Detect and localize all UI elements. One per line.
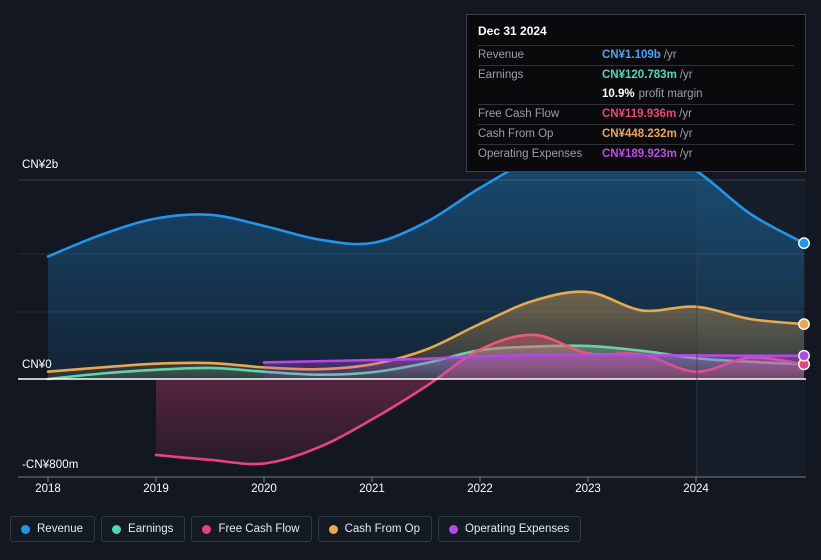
- x-axis-tick-2022: 2022: [467, 483, 493, 495]
- endpoint-marker-operating-expenses: [798, 349, 810, 362]
- tooltip-row: 10.9% profit margin: [478, 85, 794, 104]
- tooltip-row-key: Revenue: [478, 49, 525, 61]
- tooltip-row: Operating Expenses CN¥189.923m/yr: [478, 144, 794, 164]
- legend-item-label: Free Cash Flow: [218, 523, 300, 535]
- tooltip-row: Cash From Op CN¥448.232m/yr: [478, 124, 794, 144]
- tooltip-row-unit: /yr: [679, 128, 693, 140]
- y-axis-label-zero: CN¥0: [22, 359, 52, 371]
- tooltip-row-unit: /yr: [679, 108, 692, 120]
- y-axis-label-bottom: -CN¥800m: [22, 459, 79, 471]
- legend-color-dot-icon: [112, 524, 122, 534]
- legend-item-free-cash-flow[interactable]: Free Cash Flow: [191, 516, 312, 542]
- legend-color-dot-icon: [202, 524, 212, 534]
- data-tooltip: Dec 31 2024 Revenue CN¥1.109b/yr Earnings C…: [466, 14, 806, 172]
- legend-item-label: Operating Expenses: [465, 523, 570, 535]
- tooltip-row-subtext: profit margin: [638, 88, 703, 100]
- x-axis-tick-2021: 2021: [359, 483, 385, 495]
- tooltip-row-key: Cash From Op: [478, 128, 554, 140]
- legend-item-operating-expenses[interactable]: Operating Expenses: [438, 516, 582, 542]
- legend-item-label: Earnings: [128, 523, 174, 535]
- tooltip-rows: Revenue CN¥1.109b/yr Earnings CN¥120.783m/y…: [478, 45, 794, 164]
- legend-item-label: Cash From Op: [344, 523, 421, 535]
- x-axis-tick-2024: 2024: [683, 483, 709, 495]
- tooltip-row-key: Operating Expenses: [478, 148, 583, 160]
- legend-item-label: Revenue: [37, 523, 84, 535]
- tooltip-row-value: CN¥448.232m: [602, 128, 677, 140]
- tooltip-row-unit: /yr: [663, 49, 677, 61]
- tooltip-row-unit: /yr: [679, 69, 693, 81]
- series-line-cash-from-op: [46, 290, 806, 373]
- legend-item-earnings[interactable]: Earnings: [101, 516, 186, 542]
- tooltip-row-value: CN¥1.109b: [602, 49, 661, 61]
- chart-legend[interactable]: Revenue Earnings Free Cash Flow Cash From O…: [10, 516, 582, 542]
- x-axis-tick-2020: 2020: [251, 483, 277, 495]
- tooltip-row-value: CN¥120.783m: [602, 69, 677, 81]
- tooltip-row: Earnings CN¥120.783m/yr: [478, 65, 794, 85]
- tooltip-row: Revenue CN¥1.109b/yr: [478, 45, 794, 65]
- series-line-operating-expenses: [262, 353, 806, 364]
- tooltip-row-key: Earnings: [478, 69, 524, 81]
- legend-color-dot-icon: [21, 524, 30, 534]
- endpoint-marker-revenue: [798, 237, 810, 250]
- x-axis-tick-2018: 2018: [35, 483, 61, 495]
- tooltip-row-value: 10.9%: [602, 88, 635, 100]
- tooltip-date: Dec 31 2024: [478, 24, 547, 38]
- y-axis-label-top: CN¥2b: [22, 159, 59, 171]
- series-area-operating-expenses: [264, 354, 804, 379]
- tooltip-row: Free Cash Flow CN¥119.936m/yr: [478, 104, 794, 124]
- legend-color-dot-icon: [449, 524, 459, 534]
- x-axis-tick-2023: 2023: [575, 483, 601, 495]
- chart-canvas[interactable]: [0, 0, 821, 508]
- tooltip-row-value: CN¥119.936m: [602, 108, 677, 120]
- legend-item-revenue[interactable]: Revenue: [10, 516, 96, 542]
- tooltip-row-key: Free Cash Flow: [478, 108, 560, 120]
- financial-chart[interactable]: CN¥2b CN¥0 -CN¥800m 2018 2019 2020 2021 2022…: [0, 0, 821, 508]
- legend-item-cash-from-op[interactable]: Cash From Op: [317, 516, 433, 542]
- x-axis-tick-2019: 2019: [143, 483, 169, 495]
- endpoint-marker-cash-from-op: [798, 318, 810, 331]
- tooltip-row-value: CN¥189.923m: [602, 148, 677, 160]
- tooltip-row-unit: /yr: [679, 148, 693, 160]
- legend-color-dot-icon: [328, 524, 338, 534]
